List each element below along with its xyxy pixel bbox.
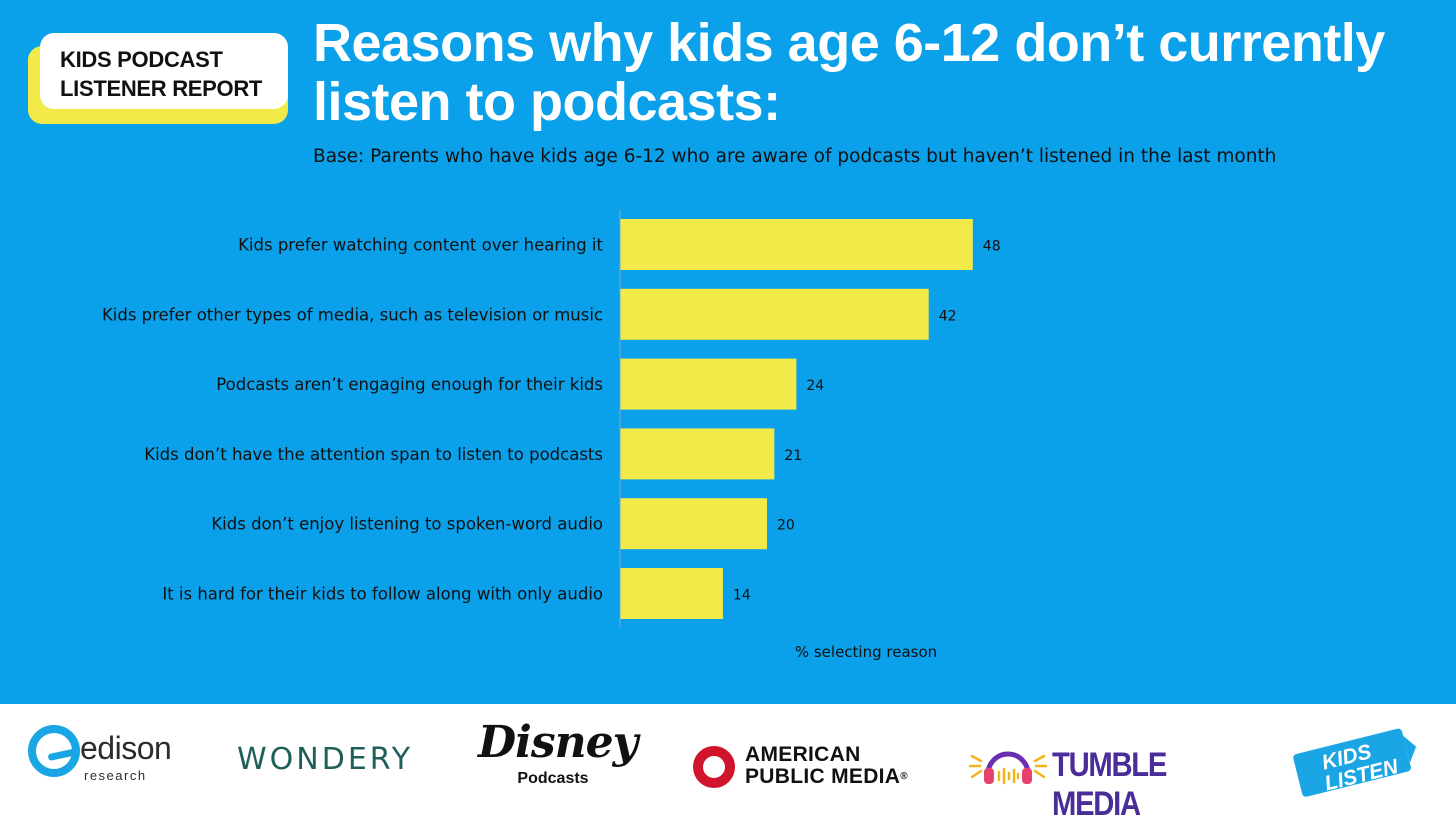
data-label: 24 bbox=[806, 378, 824, 394]
page-title: Reasons why kids age 6-12 don’t currentl… bbox=[313, 13, 1385, 132]
category-label: Podcasts aren’t engaging enough for thei… bbox=[216, 375, 603, 394]
badge-line-1: KIDS PODCAST bbox=[60, 47, 223, 72]
bar bbox=[620, 568, 723, 619]
badge-line-2: LISTENER REPORT bbox=[60, 76, 263, 101]
american-public-media-logo: AMERICAN PUBLIC MEDIA® bbox=[693, 744, 923, 794]
edison-mark-icon bbox=[28, 725, 80, 777]
disney-logo-name: Disney bbox=[478, 717, 638, 768]
category-label: Kids prefer watching content over hearin… bbox=[238, 236, 603, 255]
tumble-media-logo: TUMBLE MEDIA bbox=[966, 744, 1226, 823]
wondery-logo: WONDERY bbox=[237, 742, 414, 777]
edison-research-logo: edison research bbox=[26, 722, 186, 792]
kids-listen-logo: KIDS LISTEN bbox=[1290, 726, 1420, 798]
bar-chart: Kids prefer watching content over hearin… bbox=[102, 210, 1001, 661]
edison-logo-sub: research bbox=[84, 768, 147, 783]
bar bbox=[620, 288, 929, 340]
data-label: 20 bbox=[777, 518, 795, 534]
apm-ring-icon bbox=[693, 746, 735, 788]
sponsor-footer: edison research WONDERY Disney Podcasts … bbox=[0, 704, 1456, 824]
category-label: It is hard for their kids to follow alon… bbox=[162, 585, 603, 604]
apm-line-2-text: PUBLIC MEDIA bbox=[745, 765, 901, 788]
apm-line-1: AMERICAN bbox=[745, 743, 861, 766]
edison-logo-name: edison bbox=[80, 730, 172, 766]
headphones-icon bbox=[968, 751, 1048, 785]
category-label: Kids prefer other types of media, such a… bbox=[102, 305, 603, 324]
report-badge: KIDS PODCAST LISTENER REPORT bbox=[40, 33, 288, 109]
disney-podcasts-logo: Disney Podcasts bbox=[478, 717, 638, 808]
data-label: 42 bbox=[939, 308, 957, 324]
kids-listen-mark: KIDS LISTEN bbox=[1293, 728, 1417, 797]
apm-registered-mark: ® bbox=[900, 771, 908, 782]
value-labels: 48 42 24 21 20 14 bbox=[733, 239, 1001, 604]
bar bbox=[620, 219, 973, 270]
bar bbox=[620, 358, 797, 410]
chart-subtitle: Base: Parents who have kids age 6-12 who… bbox=[313, 146, 1277, 167]
data-label: 14 bbox=[733, 588, 751, 604]
report-badge-text: KIDS PODCAST LISTENER REPORT bbox=[60, 45, 280, 103]
tumble-logo-text: TUMBLE MEDIA bbox=[1052, 746, 1167, 823]
category-labels: Kids prefer watching content over hearin… bbox=[102, 236, 604, 604]
x-axis-title: % selecting reason bbox=[795, 643, 937, 661]
category-label: Kids don’t enjoy listening to spoken-wor… bbox=[211, 515, 603, 534]
apm-logo-text: AMERICAN PUBLIC MEDIA® bbox=[745, 744, 908, 788]
bar bbox=[620, 498, 767, 550]
category-label: Kids don’t have the attention span to li… bbox=[144, 445, 603, 464]
apm-line-2: PUBLIC MEDIA® bbox=[745, 766, 908, 788]
data-label: 48 bbox=[983, 239, 1001, 255]
data-label: 21 bbox=[784, 448, 802, 464]
bar bbox=[620, 428, 775, 480]
bars bbox=[620, 219, 973, 619]
disney-logo-sub: Podcasts bbox=[517, 770, 589, 787]
